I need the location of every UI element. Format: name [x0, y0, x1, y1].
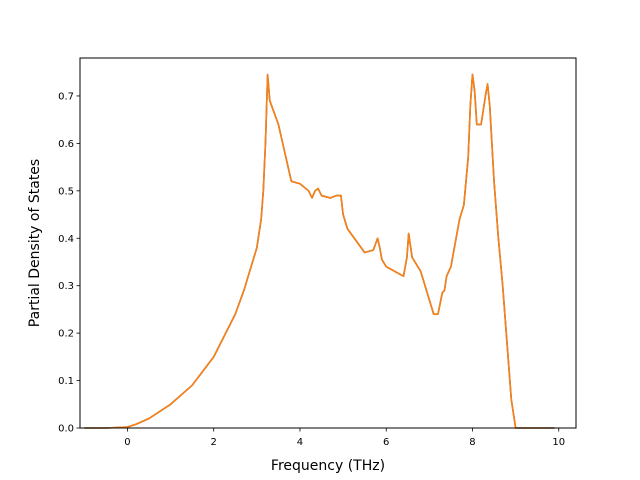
- x-tick-label: 2: [211, 437, 217, 448]
- y-tick-label: 0.2: [58, 329, 74, 340]
- y-tick-label: 0.1: [58, 376, 74, 387]
- x-tick-label: 6: [383, 437, 389, 448]
- y-tick-label: 0.4: [58, 234, 74, 245]
- y-tick-label: 0.3: [58, 281, 74, 292]
- series-layer: [84, 73, 555, 429]
- x-axis-label: Frequency (THz): [271, 458, 385, 474]
- series-line-2: [84, 73, 555, 429]
- y-tick-label: 0.7: [58, 91, 74, 102]
- axes-frame: [79, 57, 577, 429]
- y-axis-ticks: 0.0 0.1 0.2 0.3 0.4 0.5 0.6 0.7: [58, 91, 80, 435]
- y-axis-label: Partial Density of States: [27, 159, 43, 327]
- x-tick-label: 10: [552, 437, 565, 448]
- x-tick-label: 4: [297, 437, 303, 448]
- plot-area: [80, 58, 576, 428]
- y-tick-label: 0.6: [58, 139, 74, 150]
- x-tick-label: 0: [124, 437, 130, 448]
- x-axis-ticks: 0 2 4 6 8 10: [124, 428, 565, 448]
- y-tick-label: 0.0: [58, 424, 74, 435]
- y-tick-label: 0.5: [58, 186, 74, 197]
- x-tick-label: 8: [469, 437, 475, 448]
